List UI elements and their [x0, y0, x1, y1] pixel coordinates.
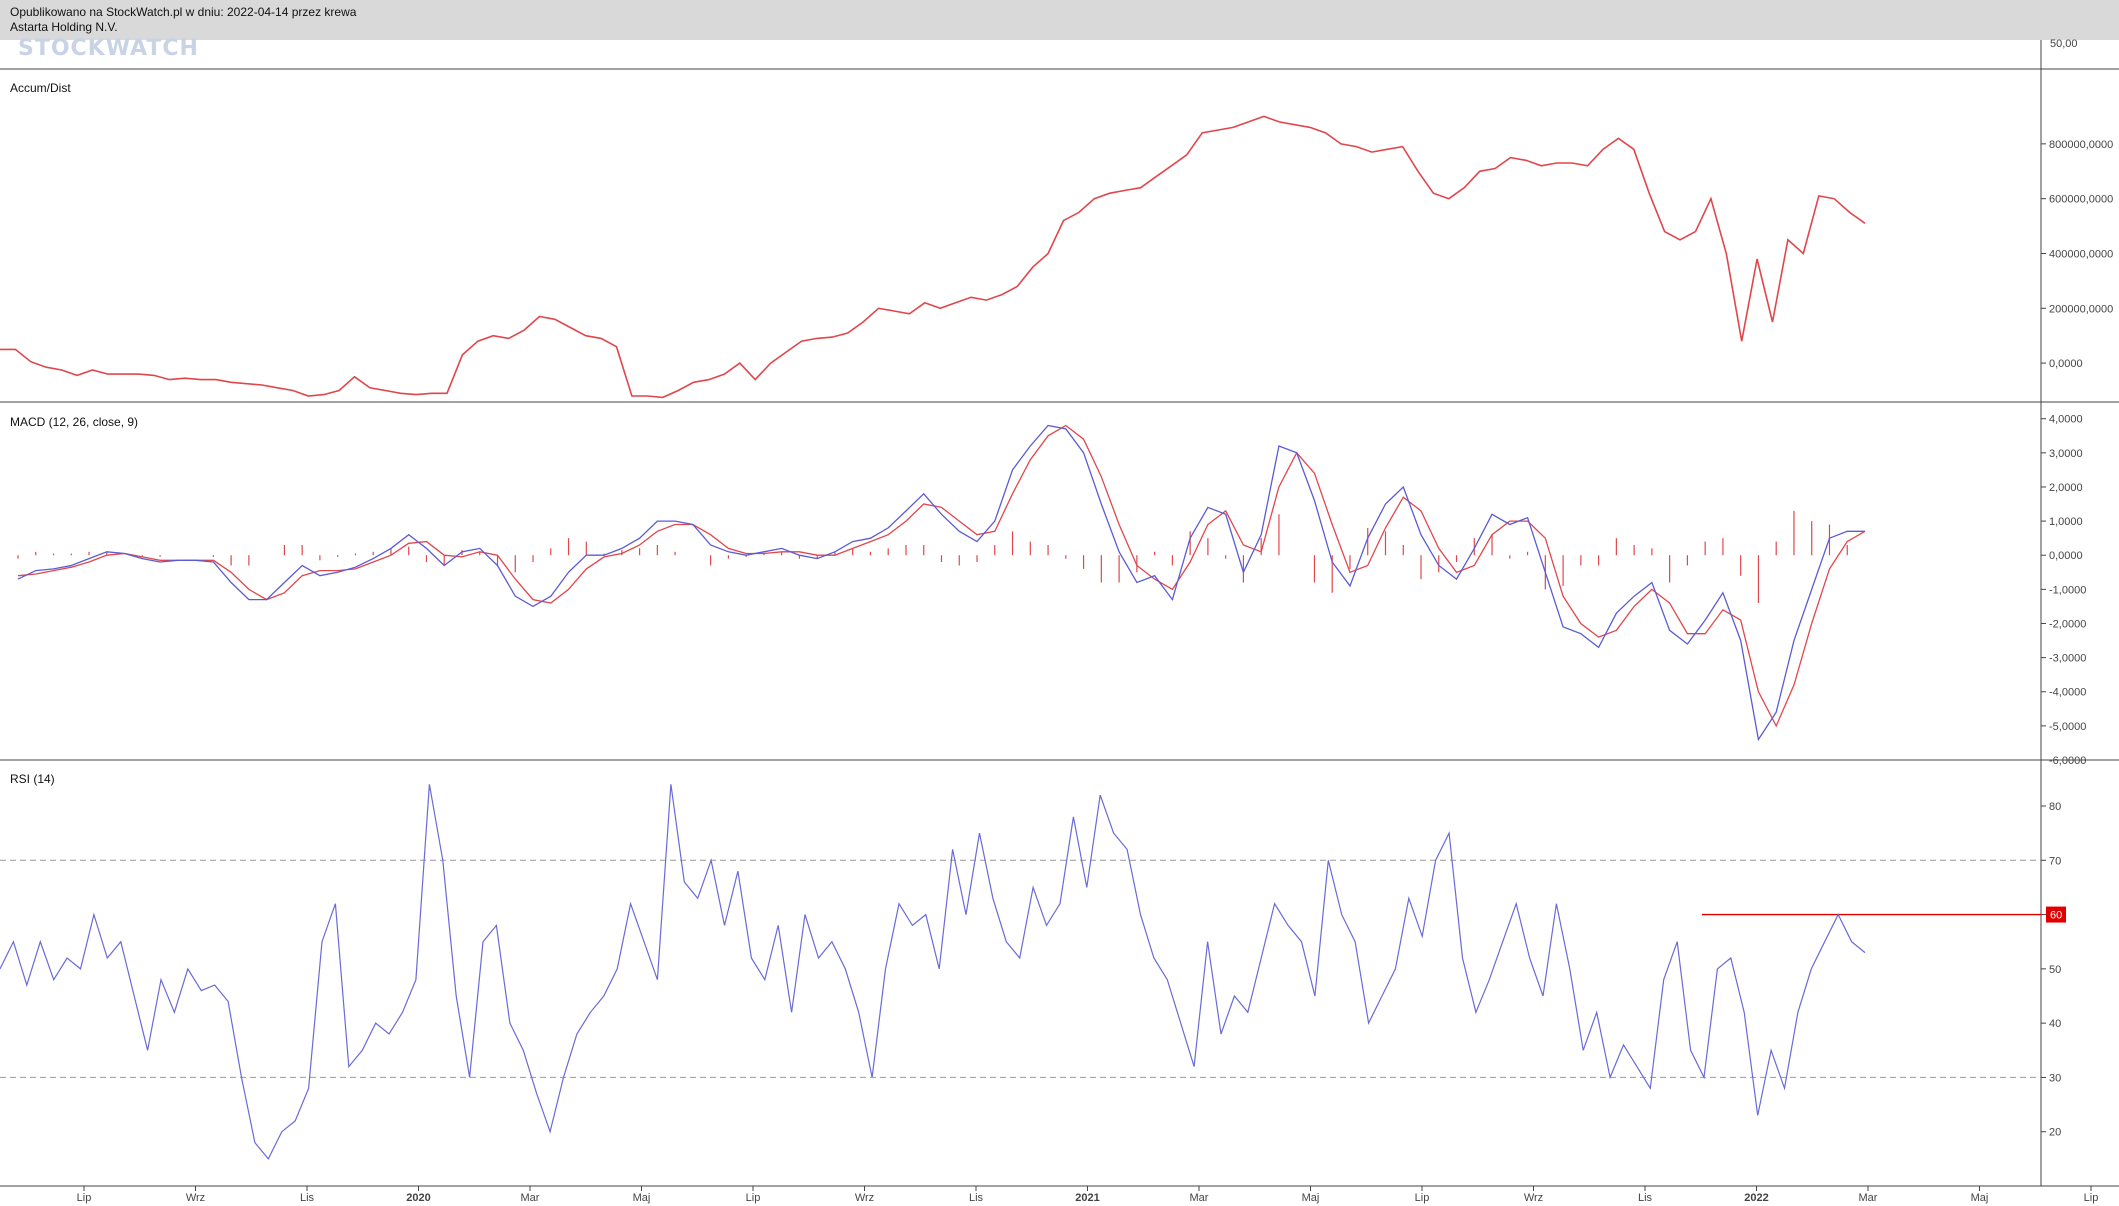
rsi-tick-label: 50 [2049, 964, 2061, 976]
x-tick-label: Wrz [855, 1192, 874, 1204]
x-tick-label: Mar [521, 1192, 540, 1204]
macd-tick-label: -2,0000 [2049, 618, 2086, 630]
rsi-tick-label: 80 [2049, 801, 2061, 813]
rsi-tick-label: 40 [2049, 1018, 2061, 1030]
x-tick-label: Lis [300, 1192, 315, 1204]
rsi-tick-label: 30 [2049, 1072, 2061, 1084]
rsi-line [0, 784, 1866, 1160]
signal-line [17, 424, 1866, 728]
x-tick-label: Lis [1638, 1192, 1653, 1204]
x-axis: Lip Wrz Lis 2020 Mar Maj Lip Wrz Lis 2021 Mar Maj Li… [77, 1186, 2099, 1204]
accum-dist-tick-label: 400000,0000 [2049, 248, 2113, 260]
x-tick-label: Mar [1190, 1192, 1209, 1204]
x-tick-label: 2021 [1075, 1192, 1099, 1204]
accum-dist-title: Accum/Dist [10, 81, 71, 95]
x-tick-label: Lip [1415, 1192, 1430, 1204]
macd-tick-label: -5,0000 [2049, 721, 2086, 733]
rsi-title: RSI (14) [10, 772, 55, 786]
x-tick-label: Maj [633, 1192, 651, 1204]
rsi-level-badge [2046, 906, 2066, 923]
x-tick-label: Lip [77, 1192, 92, 1204]
x-tick-label: Wrz [1524, 1192, 1543, 1204]
chart-panels: 800000,0000 600000,0000 400000,0000 200000,… [0, 115, 2113, 1160]
accum-dist-tick-label: 0,0000 [2049, 358, 2083, 370]
accum-dist-line [0, 115, 1866, 399]
header-bar: Opublikowano na StockWatch.pl w dniu: 20… [0, 0, 2119, 40]
company-name: Astarta Holding N.V. [10, 20, 118, 34]
stockwatch-logo: STOCKWATCH [18, 36, 199, 61]
macd-line [17, 424, 1865, 742]
macd-tick-label: -6,0000 [2049, 755, 2086, 767]
rsi-tick-label: 20 [2049, 1127, 2061, 1139]
macd-tick-label: 4,0000 [2049, 414, 2083, 426]
accum-dist-tick-label: 800000,0000 [2049, 139, 2113, 151]
x-tick-label: Lis [969, 1192, 984, 1204]
macd-tick-label: 0,0000 [2049, 550, 2083, 562]
macd-tick-label: 3,0000 [2049, 448, 2083, 460]
x-tick-label: Lip [746, 1192, 761, 1204]
x-tick-label: Maj [1971, 1192, 1989, 1204]
accum-dist-tick-label: 200000,0000 [2049, 303, 2113, 315]
x-tick-label: 2022 [1744, 1192, 1768, 1204]
x-tick-label: Wrz [186, 1192, 205, 1204]
x-tick-label: 2020 [406, 1192, 430, 1204]
macd-tick-label: 1,0000 [2049, 516, 2083, 528]
published-info: Opublikowano na StockWatch.pl w dniu: 20… [10, 5, 357, 19]
x-tick-label: Maj [1302, 1192, 1320, 1204]
rsi-tick-label: 70 [2049, 855, 2061, 867]
rsi-level-label: 60 [2050, 910, 2062, 922]
macd-title: MACD (12, 26, close, 9) [10, 415, 138, 429]
macd-tick-label: 2,0000 [2049, 482, 2083, 494]
x-tick-label: Lip [2084, 1192, 2099, 1204]
accum-dist-tick-label: 600000,0000 [2049, 194, 2113, 206]
macd-tick-label: -1,0000 [2049, 584, 2086, 596]
macd-tick-label: -3,0000 [2049, 653, 2086, 665]
price-axis-label: 50,00 [2050, 38, 2078, 50]
x-tick-label: Mar [1859, 1192, 1878, 1204]
macd-tick-label: -4,0000 [2049, 687, 2086, 699]
